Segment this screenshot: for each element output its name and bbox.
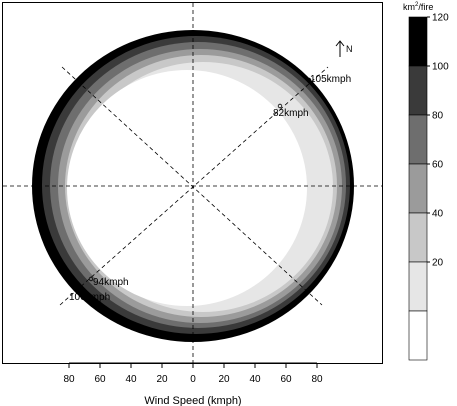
x-tick-label: 60	[94, 374, 106, 385]
legend-label: 20	[432, 258, 444, 269]
legend-title-sup: 2	[415, 2, 419, 8]
x-tick-label: 20	[218, 374, 230, 385]
annotation-point-106	[75, 287, 81, 293]
annotation-point-105	[306, 77, 312, 83]
legend-label: 80	[432, 111, 444, 122]
annotation-point-82	[277, 103, 283, 109]
contour-rings	[32, 30, 354, 342]
annotation-label-94: 94kmph	[93, 277, 129, 288]
x-tick-label: 80	[63, 374, 75, 385]
x-axis: 80 60 40 20 0 20 40 60 80	[63, 362, 323, 385]
annotation-label-106: 106kmph	[69, 292, 110, 303]
legend-label: 60	[432, 160, 444, 171]
annotation-label-105: 105kmph	[310, 74, 351, 85]
x-tick-label: 20	[156, 374, 168, 385]
annotation-point-94	[88, 276, 94, 282]
legend-swatch	[408, 212, 428, 263]
legend-swatch	[408, 261, 428, 312]
legend: 120 100 80 60 40 20	[408, 13, 449, 361]
annotation-label-82: 82kmph	[273, 108, 309, 119]
legend-label: 100	[432, 62, 449, 73]
x-tick-label: 40	[125, 374, 137, 385]
legend-title-suffix: /fire	[418, 2, 433, 12]
legend-swatch	[408, 310, 428, 361]
contour-band-inner	[67, 70, 307, 306]
x-axis-title: Wind Speed (kmph)	[144, 395, 241, 406]
x-tick-label: 80	[311, 374, 323, 385]
legend-swatch	[408, 163, 428, 214]
x-tick-label: 40	[249, 374, 261, 385]
legend-swatch	[408, 114, 428, 165]
legend-swatch	[408, 65, 428, 116]
legend-swatch	[408, 16, 428, 67]
x-tick-label: 0	[190, 374, 196, 385]
legend-title: km2/fire	[403, 2, 433, 12]
legend-label: 40	[432, 209, 444, 220]
north-arrow-icon	[335, 40, 345, 57]
legend-title-prefix: km	[403, 2, 415, 12]
x-tick-label: 60	[280, 374, 292, 385]
north-label: N	[346, 44, 353, 54]
legend-label: 120	[432, 13, 449, 24]
diagonal-guide-ne-sw	[59, 66, 329, 306]
diagonal-guide-nw-se	[61, 66, 323, 306]
